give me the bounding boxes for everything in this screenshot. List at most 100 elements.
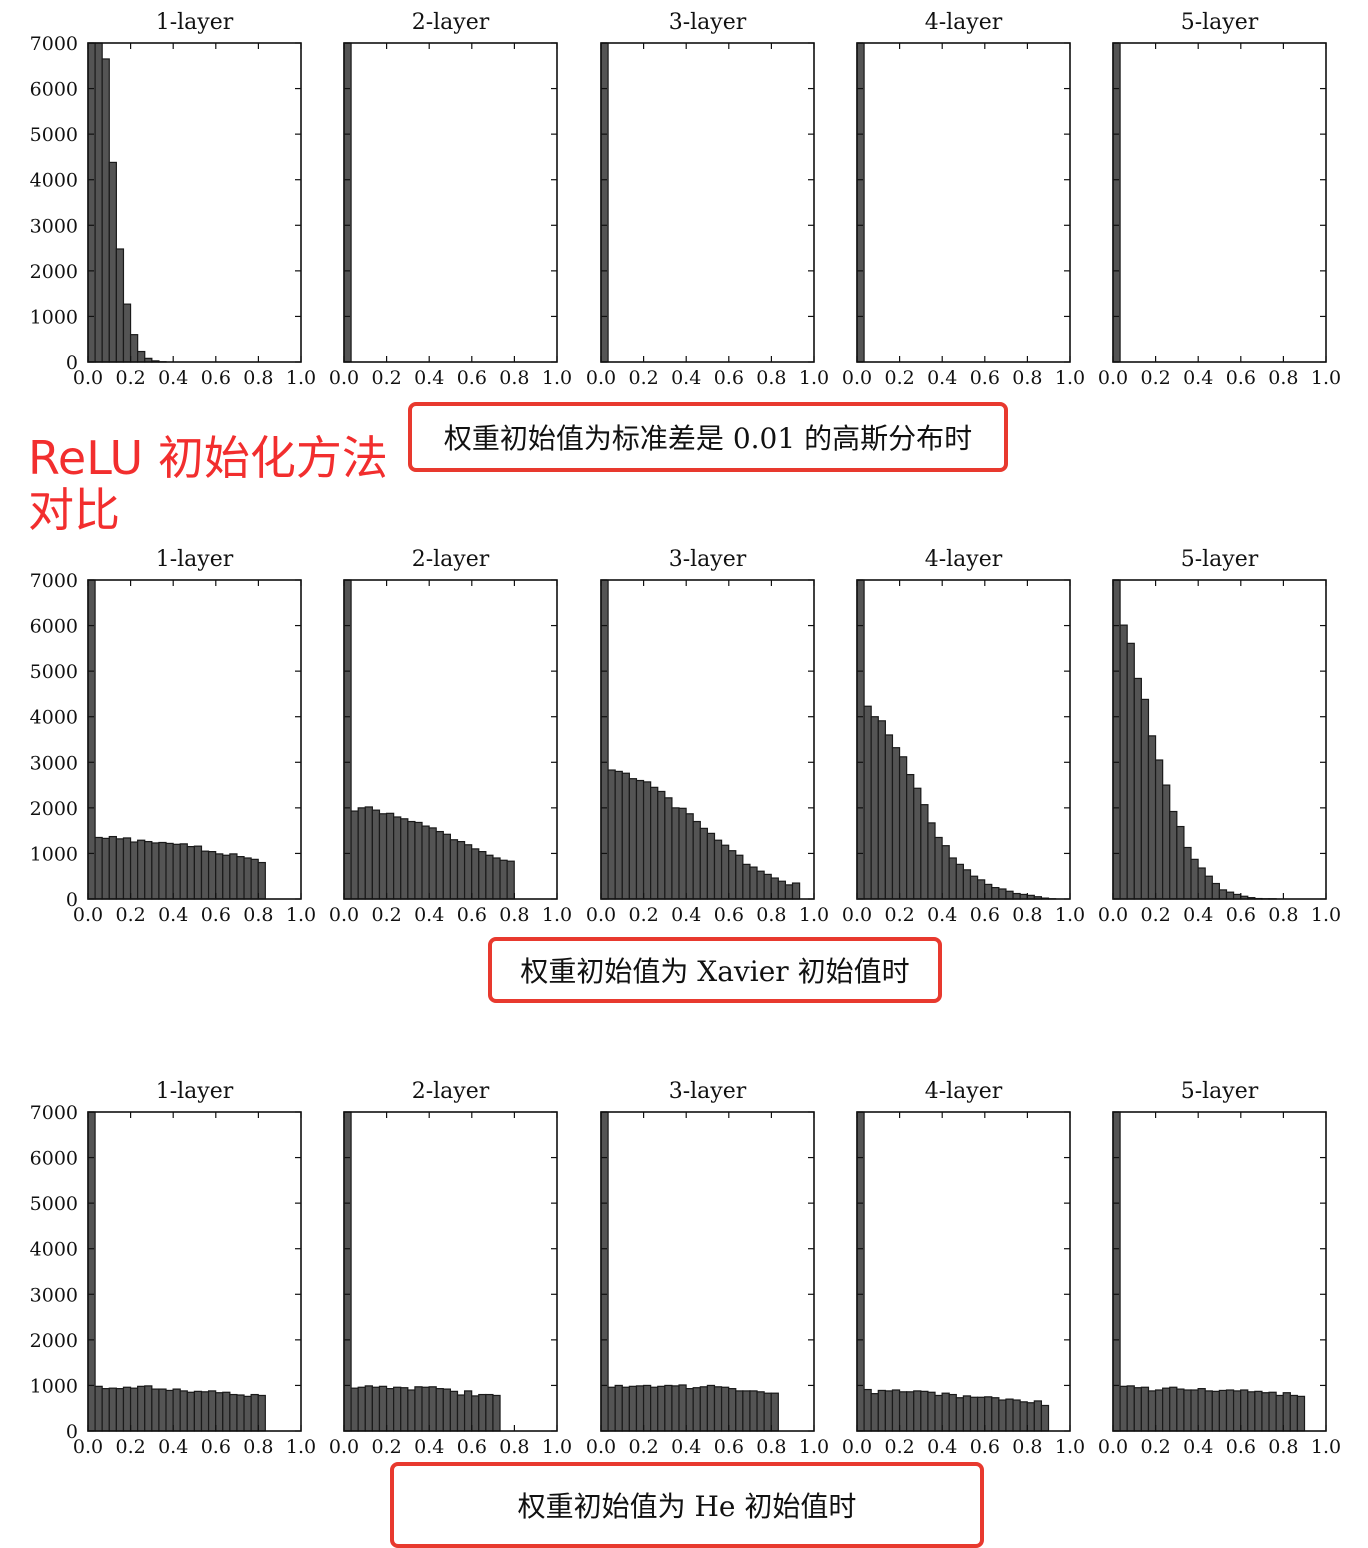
histogram-bar <box>906 773 915 900</box>
histogram-bar <box>607 1386 616 1432</box>
x-tick-label: 0.6 <box>1226 367 1256 389</box>
histogram-bar <box>941 845 950 900</box>
histogram-bar <box>250 858 259 900</box>
histogram-bar <box>934 836 943 900</box>
histogram-bar <box>1040 1404 1050 1432</box>
histogram-bar <box>1183 846 1192 900</box>
panel-title: 4-layer <box>925 10 1003 35</box>
histogram-bar <box>478 1393 487 1432</box>
histogram-bar <box>428 827 437 900</box>
histogram-bar <box>927 822 936 900</box>
histogram-bar <box>728 1388 737 1432</box>
histogram-bar <box>600 579 609 900</box>
histogram-bar <box>770 877 779 900</box>
x-tick-label: 0.6 <box>970 367 1000 389</box>
histogram-bar <box>407 820 416 900</box>
y-tick-label: 3000 <box>30 215 78 237</box>
histogram-bar <box>492 857 501 900</box>
histogram-bar <box>1005 890 1014 900</box>
x-tick-label: 0.6 <box>714 904 744 926</box>
x-tick-label: 1.0 <box>799 904 829 926</box>
histogram-bar <box>1154 1389 1164 1432</box>
histogram-bar <box>863 705 872 900</box>
x-tick-label: 0.2 <box>628 1436 658 1458</box>
x-tick-label: 0.2 <box>628 904 658 926</box>
histogram-bar <box>101 837 110 900</box>
panel-title: 3-layer <box>669 547 747 572</box>
histogram-bar <box>215 853 224 900</box>
histogram-bar <box>614 770 623 900</box>
histogram-bar <box>165 1389 174 1432</box>
histogram-bar <box>1190 858 1199 900</box>
x-tick-label: 0.2 <box>1140 904 1170 926</box>
histogram-bar <box>364 1385 373 1432</box>
histogram-bar <box>1183 1389 1192 1432</box>
histogram-bar <box>998 888 1007 900</box>
histogram-bar <box>463 844 473 900</box>
histogram-bar <box>749 866 758 900</box>
y-tick-label: 7000 <box>30 1102 78 1124</box>
x-tick-label: 0.2 <box>628 367 658 389</box>
histogram-bar <box>1133 677 1142 900</box>
histogram-bar <box>1012 892 1021 900</box>
histogram-bar <box>984 1396 993 1432</box>
x-tick-label: 0.8 <box>499 904 529 926</box>
histogram-bar <box>414 1386 423 1432</box>
histogram-bar <box>650 786 659 900</box>
histogram-bar <box>962 1395 972 1432</box>
histogram-bar <box>165 842 174 900</box>
histogram-bar <box>364 806 373 900</box>
histogram-bar <box>1176 825 1185 900</box>
histogram-bar <box>749 1390 758 1432</box>
histogram-bar <box>400 818 409 900</box>
histogram-bar <box>934 1394 943 1432</box>
histogram-bar <box>207 851 217 900</box>
panel-frame <box>1112 1111 1327 1432</box>
histogram-bar <box>1112 1111 1121 1432</box>
x-tick-label: 0.6 <box>970 904 1000 926</box>
histogram-bar <box>671 807 680 900</box>
histogram-bar <box>94 42 103 363</box>
y-tick-label: 7000 <box>30 570 78 592</box>
y-tick-label: 6000 <box>30 79 78 101</box>
x-tick-label: 0.2 <box>371 904 401 926</box>
x-tick-label: 0.6 <box>1226 1436 1256 1458</box>
histogram-bar <box>877 720 886 900</box>
histogram-bar <box>735 1390 744 1432</box>
histogram-bar <box>1126 642 1135 900</box>
histogram-bar <box>1232 1390 1242 1432</box>
panel-frame <box>87 1111 302 1432</box>
histogram-bar <box>856 1111 865 1432</box>
histogram-bar <box>193 1390 203 1432</box>
x-tick-label: 0.2 <box>1140 1436 1170 1458</box>
x-tick-label: 0.8 <box>1012 904 1042 926</box>
histogram-bar <box>371 809 381 900</box>
x-tick-label: 0.6 <box>201 904 231 926</box>
x-tick-label: 0.4 <box>1183 1436 1213 1458</box>
x-tick-label: 0.0 <box>842 1436 872 1458</box>
x-tick-label: 0.2 <box>884 367 914 389</box>
histogram-bar <box>229 853 238 900</box>
histogram-bar <box>706 832 716 900</box>
histogram-bar <box>635 1385 645 1432</box>
x-tick-label: 0.0 <box>842 367 872 389</box>
histogram-bar <box>400 1387 409 1432</box>
histogram-bar <box>1147 735 1157 900</box>
histogram-bar <box>115 1388 125 1432</box>
y-tick-label: 7000 <box>30 33 78 55</box>
histogram-bar <box>343 42 352 363</box>
histogram-bar <box>144 840 153 900</box>
histogram-bar <box>1119 624 1128 900</box>
panel-title: 5-layer <box>1181 547 1259 572</box>
histogram-bar <box>628 1385 638 1432</box>
x-tick-label: 0.0 <box>842 904 872 926</box>
histogram-bar <box>770 1392 779 1432</box>
x-tick-label: 0.6 <box>457 1436 487 1458</box>
histogram-bar <box>200 1391 210 1432</box>
x-tick-label: 0.6 <box>201 1436 231 1458</box>
y-tick-label: 1000 <box>30 306 78 328</box>
histogram-bar <box>969 875 979 900</box>
panel-title: 2-layer <box>412 10 490 35</box>
histogram-bar <box>948 1393 957 1432</box>
